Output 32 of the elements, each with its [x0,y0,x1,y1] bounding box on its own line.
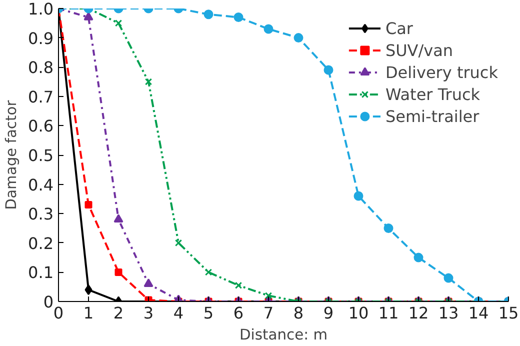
legend-label: Car [385,18,413,38]
x-tick-label: 14 [468,304,489,322]
y-tick-label: 0.2 [28,234,54,253]
y-tick-label: 0.1 [28,263,54,282]
x-tick-label: 13 [438,304,459,322]
y-tick-label: 0.5 [28,146,54,165]
legend-label: Delivery truck [385,62,498,82]
x-tick-label: 12 [408,304,429,322]
x-tick-label: 2 [113,304,124,322]
legend-label: Water Truck [385,84,480,104]
y-tick-label: 0.8 [28,58,54,78]
y-tick-label: 1.0 [28,0,54,18]
y-tick-label: 0.6 [28,116,54,136]
x-tick-label: 9 [323,304,334,322]
x-tick-label: 5 [203,304,214,322]
x-tick-label: 10 [348,304,369,322]
y-axis-title: Damage factor [3,99,20,210]
x-tick-label: 15 [498,304,519,322]
x-tick-label: 7 [263,304,274,322]
y-tick-label: 0.7 [28,87,54,106]
x-tick-label: 1 [83,304,94,322]
x-tick-label: 3 [143,304,154,322]
x-tick-label: 6 [233,304,244,322]
legend-label: SUV/van [385,40,454,60]
legend-label: Semi-trailer [385,106,480,126]
x-axis-title: Distance: m [240,326,328,344]
y-tick-label: 0.3 [28,204,54,224]
x-tick-label: 4 [173,304,184,322]
y-tick-label: 0.9 [28,28,54,48]
x-tick-label: 11 [378,304,399,322]
y-tick-label: 0.4 [28,175,54,194]
x-tick-label: 8 [293,304,304,322]
